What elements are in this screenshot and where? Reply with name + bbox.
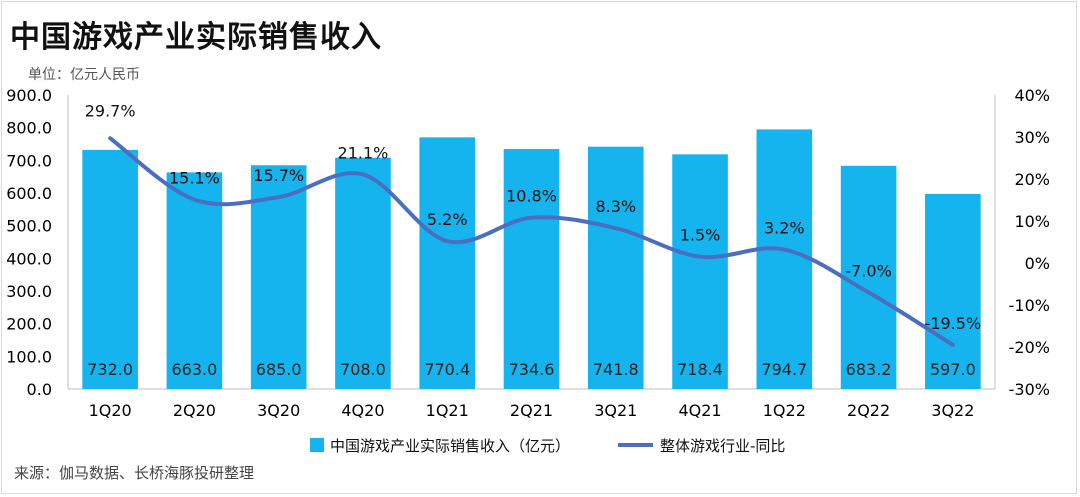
bar	[672, 154, 728, 389]
right-axis-tick-label: -30%	[1009, 380, 1050, 399]
line-value-label: -19.5%	[925, 314, 982, 333]
x-axis-tick-label: 1Q20	[89, 401, 132, 420]
left-axis-tick-label: 200.0	[6, 315, 52, 334]
bar	[925, 193, 981, 389]
bar-value-label: 597.0	[930, 360, 976, 379]
right-axis-tick-label: 10%	[1014, 212, 1050, 231]
left-axis-tick-label: 400.0	[6, 249, 52, 268]
right-axis-tick-label: 20%	[1014, 170, 1050, 189]
left-axis-tick-label: 0.0	[27, 380, 52, 399]
bar	[82, 149, 138, 389]
line-value-label: 5.2%	[427, 210, 468, 229]
bar	[756, 129, 813, 389]
line-value-label: 15.7%	[253, 166, 304, 185]
bar-value-label: 683.2	[846, 360, 892, 379]
left-axis-tick-label: 500.0	[6, 217, 52, 236]
left-axis-tick-label: 300.0	[6, 282, 52, 301]
left-axis-tick-label: 600.0	[6, 184, 52, 203]
bar-value-label: 741.8	[593, 360, 639, 379]
line-value-label: 10.8%	[506, 187, 557, 206]
x-axis-tick-label: 2Q22	[847, 401, 890, 420]
bar-value-label: 770.4	[424, 360, 470, 379]
bar	[166, 172, 223, 389]
unit-label: 单位：亿元人民币	[28, 67, 140, 83]
line-value-label: 21.1%	[338, 143, 389, 162]
left-axis-tick-label: 900.0	[6, 86, 52, 105]
bar	[419, 137, 476, 389]
x-axis-tick-label: 3Q21	[594, 401, 637, 420]
line-value-label: 1.5%	[680, 226, 721, 245]
line-value-label: 29.7%	[85, 101, 136, 120]
right-axis-tick-label: 30%	[1014, 128, 1050, 147]
source-note: 来源：伽马数据、长桥海豚投研整理	[14, 464, 255, 482]
bar-value-label: 708.0	[340, 360, 386, 379]
chart-title: 中国游戏产业实际销售收入	[10, 20, 382, 55]
bar-value-label: 732.0	[87, 360, 133, 379]
bar	[250, 165, 307, 389]
yoy-line	[108, 136, 955, 347]
line-value-label: 15.1%	[169, 169, 220, 188]
left-axis-tick-label: 700.0	[6, 151, 52, 170]
bar-value-label: 685.0	[256, 360, 302, 379]
legend-bar-swatch	[310, 438, 324, 452]
bar	[587, 146, 644, 389]
bar	[335, 157, 391, 389]
x-axis-tick-label: 2Q20	[173, 401, 216, 420]
left-axis-tick-label: 100.0	[6, 347, 52, 366]
left-axis-tick-label: 800.0	[6, 119, 52, 138]
right-axis-tick-label: -10%	[1009, 296, 1050, 315]
x-axis-tick-label: 3Q22	[931, 401, 974, 420]
right-axis-tick-label: 0%	[1025, 254, 1050, 273]
bar-value-label: 718.4	[677, 360, 723, 379]
line-value-label: 3.2%	[764, 219, 805, 238]
x-axis-tick-label: 4Q20	[341, 401, 384, 420]
legend-bar-label: 中国游戏产业实际销售收入（亿元）	[330, 437, 570, 455]
bar	[503, 149, 560, 389]
bar-value-label: 734.6	[509, 360, 555, 379]
legend-line-label: 整体游戏行业-同比	[660, 437, 785, 455]
x-axis-tick-label: 2Q21	[510, 401, 553, 420]
line-value-label: -7.0%	[845, 261, 891, 280]
bar-value-label: 663.0	[172, 360, 218, 379]
x-axis-tick-label: 1Q21	[426, 401, 469, 420]
x-axis-tick-label: 1Q22	[763, 401, 806, 420]
right-axis-tick-label: 40%	[1014, 86, 1050, 105]
bar-value-label: 794.7	[761, 360, 807, 379]
x-axis-tick-label: 4Q21	[678, 401, 721, 420]
right-axis-tick-label: -20%	[1009, 338, 1050, 357]
line-value-label: 8.3%	[595, 197, 636, 216]
x-axis-tick-label: 3Q20	[257, 401, 300, 420]
bar	[840, 165, 897, 389]
